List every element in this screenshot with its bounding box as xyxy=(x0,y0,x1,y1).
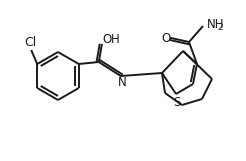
Text: Cl: Cl xyxy=(24,35,36,48)
Text: N: N xyxy=(117,76,126,89)
Text: 2: 2 xyxy=(217,23,223,32)
Text: H: H xyxy=(110,33,119,46)
Text: S: S xyxy=(173,95,181,109)
Text: O: O xyxy=(102,33,111,46)
Text: O: O xyxy=(161,32,171,44)
Text: NH: NH xyxy=(207,18,225,30)
